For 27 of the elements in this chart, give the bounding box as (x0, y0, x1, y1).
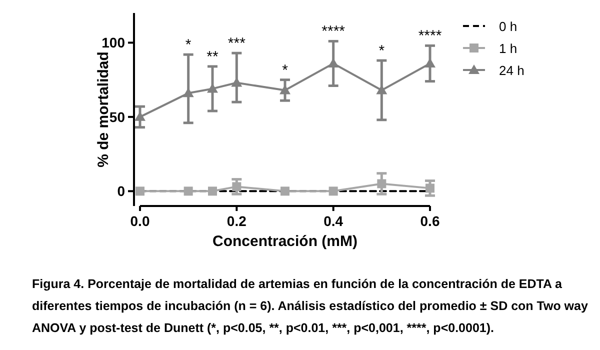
annotation: **** (322, 23, 346, 40)
y-tick-label: 100 (102, 34, 126, 51)
annotation: *** (228, 35, 246, 52)
point (184, 186, 193, 196)
y-tick-label: 50 (109, 108, 126, 125)
point (280, 186, 290, 196)
x-tick-label: 0.2 (226, 213, 247, 229)
point (328, 186, 338, 196)
annotation: * (185, 36, 192, 54)
point (136, 186, 144, 196)
x-axis-title: Concentración (mM) (212, 233, 358, 250)
point (232, 182, 242, 192)
legend-label: 0 h (499, 19, 518, 34)
point (377, 179, 386, 188)
point (208, 186, 217, 196)
annotation: ** (206, 48, 218, 66)
legend-label: 24 h (499, 63, 524, 78)
point (426, 184, 434, 193)
x-tick-label: 0.0 (130, 213, 150, 229)
annotation: **** (418, 28, 442, 45)
y-tick-label: 0 (117, 183, 126, 200)
annotation: * (282, 62, 288, 79)
text: Figura 4. Porcentaje de mortalidad de artemias en función de la concentración de EDTA a diferentes tiempos de incubación (n = 6). Análisis estadístico del promedio ± SD con Two way ANOVA y post-test de Dunett (*, p<0.05, **, p<0.01, ***, p<0,001, ****, p<0.0001). (32, 276, 589, 337)
legend-label: 1 h (499, 41, 518, 56)
annotation: * (378, 42, 385, 60)
x-tick-label: 0.6 (420, 213, 440, 229)
x-tick-label: 0.4 (324, 213, 344, 229)
